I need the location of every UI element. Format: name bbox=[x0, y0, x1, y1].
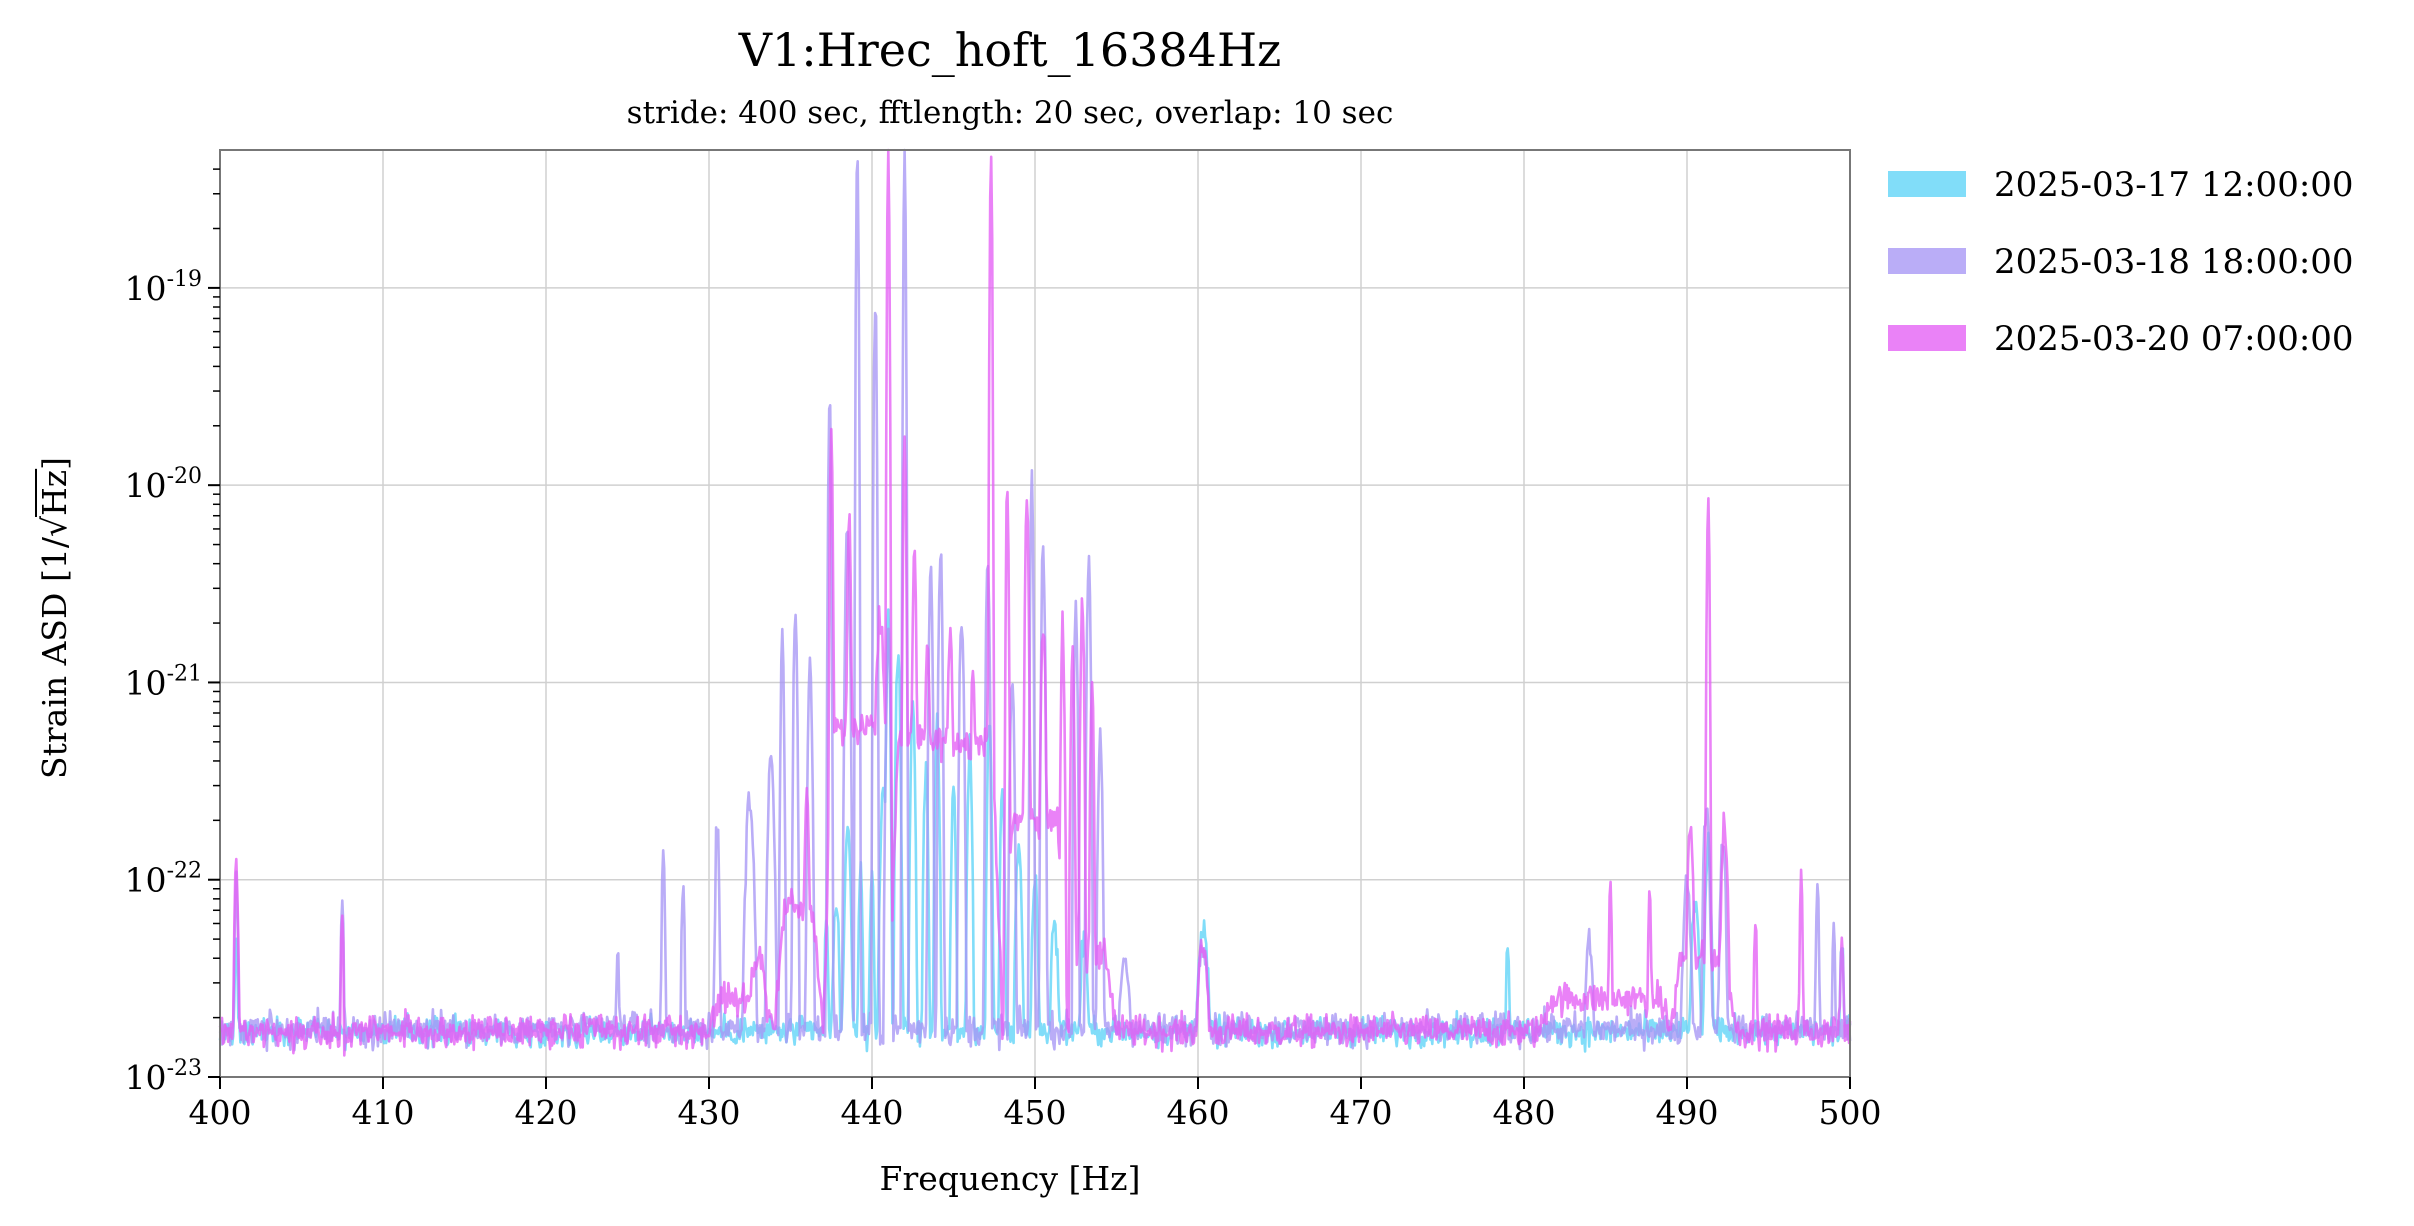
x-tick-label: 470 bbox=[1330, 1093, 1393, 1132]
legend-label: 2025-03-20 07:00:00 bbox=[1994, 319, 2354, 359]
x-tick-label: 480 bbox=[1493, 1093, 1556, 1132]
x-tick-label: 400 bbox=[189, 1093, 252, 1132]
x-tick-label: 440 bbox=[841, 1093, 904, 1132]
x-tick-label: 490 bbox=[1656, 1093, 1719, 1132]
y-axis-label-radicand: Hz bbox=[35, 470, 74, 516]
svg-text:Strain ASD [1/√Hz]: Strain ASD [1/√Hz] bbox=[35, 457, 74, 779]
axis-ticks: 400 410 420 430 440 450 460 470 480 490 500 10-23 10… bbox=[125, 168, 1882, 1132]
series-line bbox=[218, 148, 1852, 1057]
x-axis-label: Frequency [Hz] bbox=[880, 1159, 1141, 1198]
x-tick-label: 410 bbox=[352, 1093, 415, 1132]
x-tick-label: 420 bbox=[515, 1093, 578, 1132]
legend-label: 2025-03-17 12:00:00 bbox=[1994, 165, 2354, 205]
plot-series bbox=[218, 148, 1852, 1057]
sqrt-sign: √ bbox=[35, 515, 74, 537]
x-tick-label: 430 bbox=[678, 1093, 741, 1132]
x-tick-label: 500 bbox=[1819, 1093, 1882, 1132]
y-axis-label: Strain ASD [1/√Hz] bbox=[35, 457, 74, 779]
chart-title: V1:Hrec_hoft_16384Hz bbox=[738, 23, 1282, 77]
y-tick-label: 10-22 bbox=[125, 859, 202, 900]
y-tick-label: 10-21 bbox=[125, 661, 202, 702]
chart-subtitle: stride: 400 sec, fftlength: 20 sec, over… bbox=[627, 95, 1394, 131]
legend-swatch bbox=[1888, 325, 1966, 351]
x-tick-label: 450 bbox=[1004, 1093, 1067, 1132]
y-axis-label-suffix: ] bbox=[35, 457, 74, 470]
legend-swatch bbox=[1888, 248, 1966, 274]
legend-label: 2025-03-18 18:00:00 bbox=[1994, 242, 2354, 282]
y-tick-label: 10-23 bbox=[125, 1056, 202, 1097]
legend-swatch bbox=[1888, 171, 1966, 197]
legend: 2025-03-17 12:00:00 2025-03-18 18:00:00 20… bbox=[1888, 165, 2354, 359]
y-axis-label-prefix: Strain ASD [1/ bbox=[35, 536, 74, 779]
y-tick-label: 10-20 bbox=[125, 464, 202, 505]
x-tick-label: 460 bbox=[1167, 1093, 1230, 1132]
y-tick-label: 10-19 bbox=[125, 267, 202, 308]
